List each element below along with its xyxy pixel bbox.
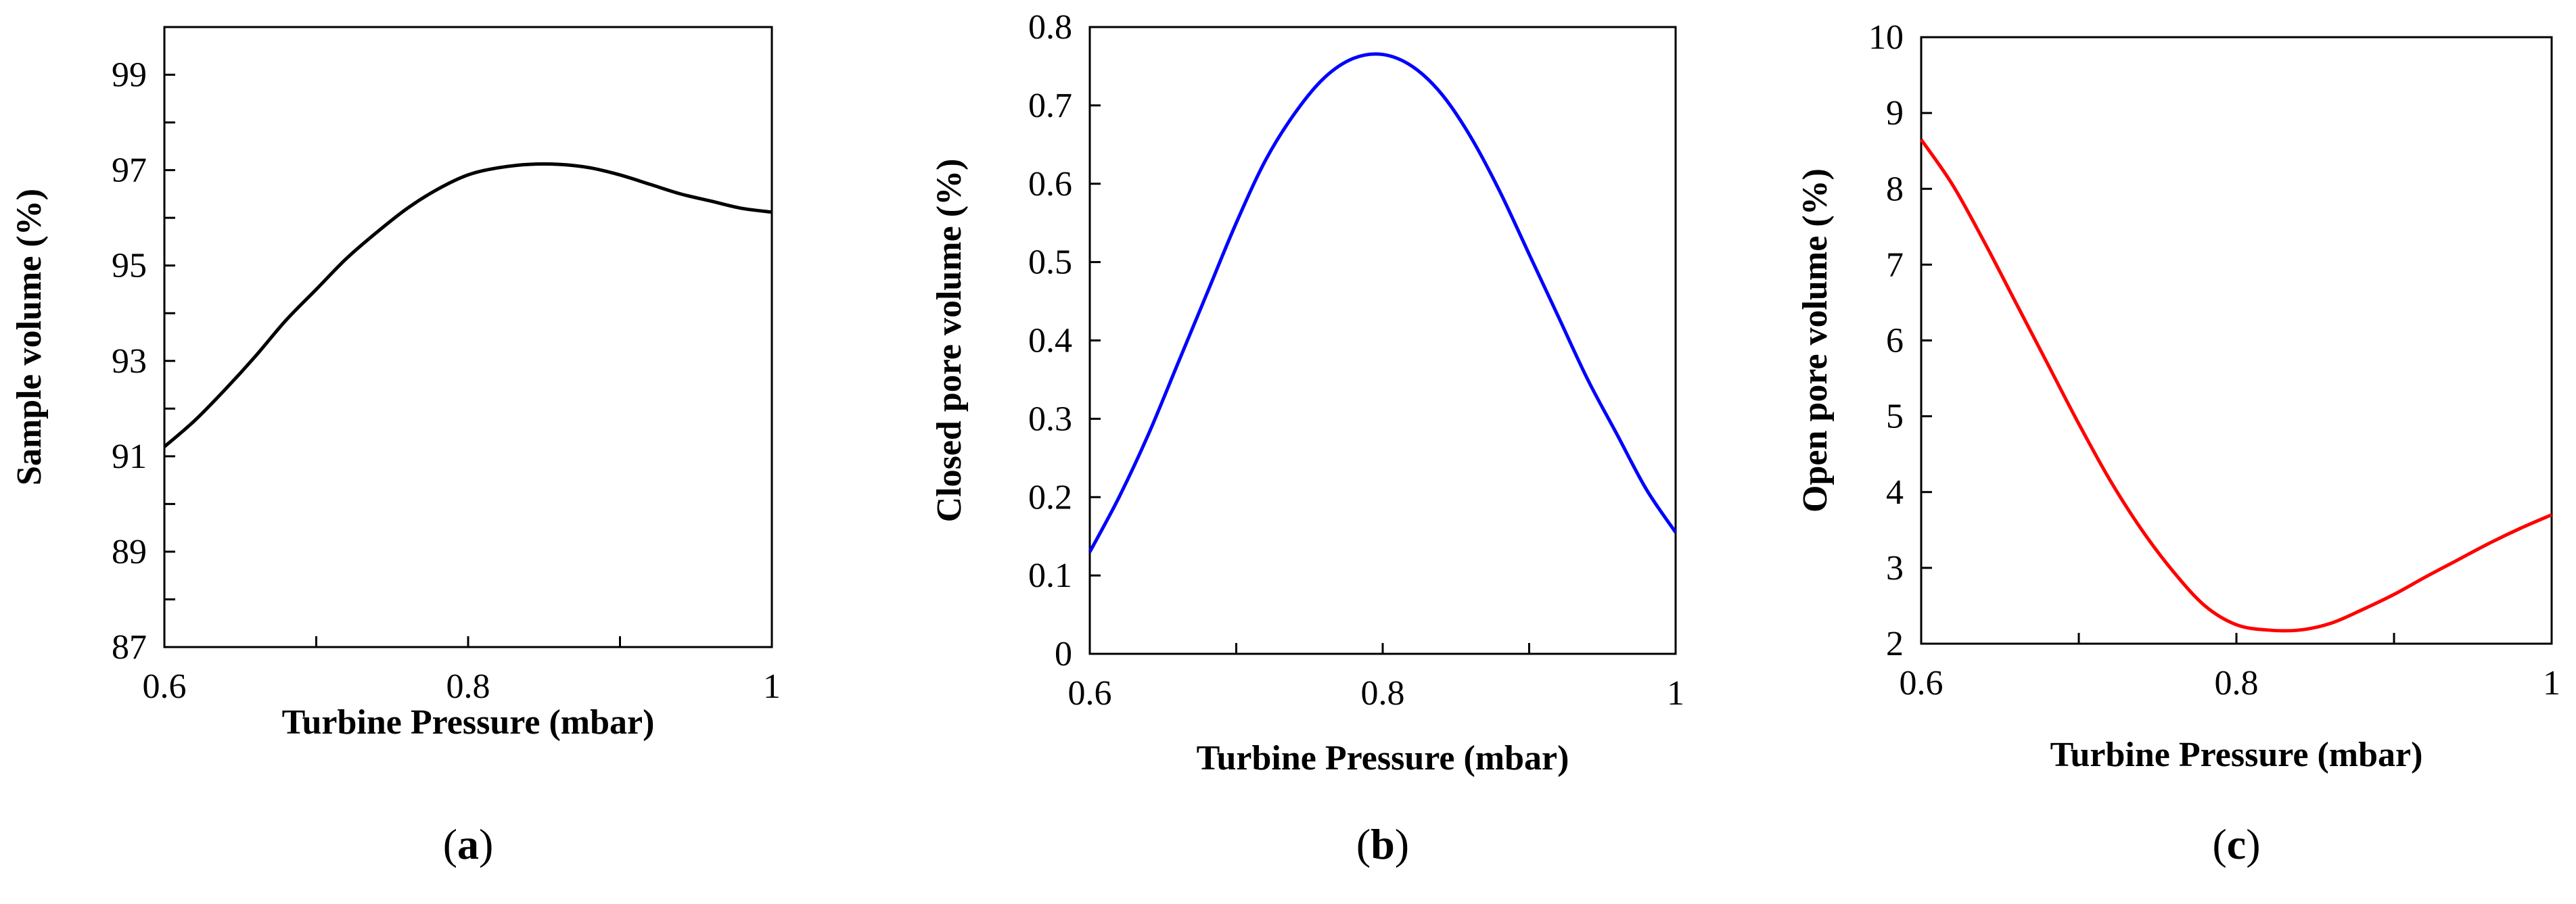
y-tick-label: 99 bbox=[112, 56, 147, 95]
x-tick-label: 0.8 bbox=[1361, 674, 1405, 713]
y-tick-label: 3 bbox=[1886, 549, 1904, 588]
x-tick-label: 0.6 bbox=[143, 667, 187, 706]
y-tick-label: 5 bbox=[1886, 398, 1904, 436]
x-axis-title: Turbine Pressure (mbar) bbox=[1197, 739, 1569, 778]
x-axis-title: Turbine Pressure (mbar) bbox=[282, 703, 655, 742]
y-tick-label: 0.1 bbox=[1028, 556, 1072, 595]
y-tick-label: 2 bbox=[1886, 625, 1904, 663]
y-tick-label: 10 bbox=[1868, 18, 1904, 57]
y-tick-label: 0.5 bbox=[1028, 243, 1072, 282]
y-tick-label: 0.8 bbox=[1028, 8, 1072, 47]
x-tick-label: 0.8 bbox=[446, 667, 490, 706]
chart-panel-a: 87 89 91 93 95 97 99 0.6 0.8 1 Turbine Pressure (m… bbox=[10, 26, 781, 868]
panel-label: (b) bbox=[1356, 820, 1409, 868]
y-tick-label: 97 bbox=[112, 151, 147, 190]
panel-label: (a) bbox=[443, 820, 494, 868]
y-tick-label: 93 bbox=[112, 342, 147, 381]
x-axis-title: Turbine Pressure (mbar) bbox=[2050, 736, 2423, 774]
y-tick-label: 8 bbox=[1886, 170, 1904, 208]
y-tick-label: 0.2 bbox=[1028, 478, 1072, 517]
y-tick-label: 87 bbox=[112, 628, 147, 667]
series-line-closed-pore-volume bbox=[1088, 52, 1678, 553]
y-tick-label: 0.6 bbox=[1028, 165, 1072, 204]
x-tick-label: 1 bbox=[763, 667, 781, 706]
chart-panel-b: 0 0.1 0.2 0.3 0.4 0.5 0.6 0.7 0.8 0.6 0.8 1 Turbine … bbox=[930, 8, 1684, 868]
y-axis-title: Sample volume (%) bbox=[10, 189, 49, 485]
plot-frame bbox=[1920, 36, 2553, 645]
x-tick-label: 0.6 bbox=[1900, 664, 1944, 703]
y-tick-label: 7 bbox=[1886, 245, 1904, 284]
x-tick-label: 0.6 bbox=[1068, 674, 1112, 713]
y-tick-label: 91 bbox=[112, 437, 147, 476]
x-tick-label: 1 bbox=[1667, 674, 1684, 713]
y-axis-title: Closed pore volume (%) bbox=[930, 159, 969, 523]
panel-label: (c) bbox=[2212, 820, 2260, 868]
y-tick-label: 0.7 bbox=[1028, 87, 1072, 125]
y-tick-label: 0 bbox=[1055, 635, 1072, 673]
plot-frame bbox=[1088, 26, 1677, 655]
chart-panel-c: 2 3 4 5 6 7 8 9 10 0.6 0.8 1 Turbine Pressure (mbar)… bbox=[1796, 18, 2560, 868]
series-line-open-pore-volume bbox=[1919, 138, 2552, 633]
y-tick-label: 0.3 bbox=[1028, 400, 1072, 438]
y-tick-label: 89 bbox=[112, 533, 147, 571]
plot-frame bbox=[163, 26, 773, 648]
y-axis-title: Open pore volume (%) bbox=[1796, 168, 1835, 513]
y-tick-label: 9 bbox=[1886, 94, 1904, 133]
series-line-sample-volume bbox=[163, 162, 773, 448]
y-tick-label: 0.4 bbox=[1028, 322, 1072, 360]
y-tick-label: 95 bbox=[112, 247, 147, 285]
x-tick-label: 1 bbox=[2543, 664, 2560, 703]
x-tick-label: 0.8 bbox=[2215, 664, 2259, 703]
y-tick-label: 6 bbox=[1886, 322, 1904, 360]
y-tick-label: 4 bbox=[1886, 473, 1904, 512]
